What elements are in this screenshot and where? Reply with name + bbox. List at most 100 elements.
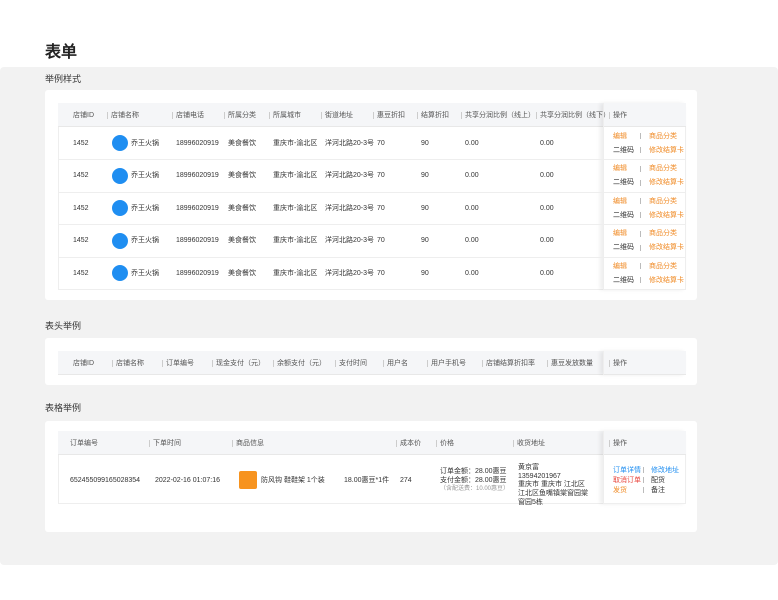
column-header: 价格 xyxy=(440,439,454,447)
cell-text: 重庆市-渝北区 xyxy=(273,172,318,179)
section-label: 表头举例 xyxy=(45,320,82,331)
action-link[interactable]: 商品分类 xyxy=(649,262,677,270)
column-header: 街道地址 xyxy=(325,111,353,119)
cell-text: 1452 xyxy=(73,237,89,244)
column-header: 惠豆折扣 xyxy=(377,111,405,119)
store-avatar xyxy=(112,135,128,151)
cell-text: 0.00 xyxy=(540,172,554,179)
action-divider xyxy=(640,212,641,218)
column-header: 用户手机号 xyxy=(431,359,466,367)
column-divider xyxy=(513,440,514,447)
column-divider xyxy=(273,360,274,367)
cell-text: 洋河北路20-3号 xyxy=(325,172,375,179)
action-link[interactable]: 取消订单 xyxy=(613,476,641,484)
column-divider xyxy=(547,360,548,367)
column-header: 店铺ID xyxy=(73,111,94,119)
store-avatar xyxy=(112,265,128,281)
action-divider xyxy=(643,477,644,483)
column-divider xyxy=(212,360,213,367)
action-link[interactable]: 二维码 xyxy=(613,146,634,154)
action-divider xyxy=(640,133,641,139)
column-header: 成本价 xyxy=(400,439,421,447)
cell-text: 重庆市-渝北区 xyxy=(273,139,318,147)
action-link[interactable]: 编辑 xyxy=(613,262,627,270)
column-divider xyxy=(427,360,428,367)
column-header: 所属城市 xyxy=(273,111,301,119)
action-link[interactable]: 商品分类 xyxy=(649,132,677,140)
column-divider xyxy=(609,360,610,367)
column-divider xyxy=(149,440,150,447)
action-link[interactable]: 修改结算卡 xyxy=(649,179,684,186)
cell-text: 洋河北路20-3号 xyxy=(325,237,375,244)
column-header: 现金支付（元） xyxy=(216,359,265,367)
store-name: 乔王火锅 xyxy=(131,172,159,179)
action-link[interactable]: 修改地址 xyxy=(651,466,679,474)
cell-text: 90 xyxy=(421,204,429,212)
section-label: 举例样式 xyxy=(45,73,82,84)
action-column xyxy=(603,431,686,504)
action-link[interactable]: 配货 xyxy=(651,476,665,484)
action-link[interactable]: 商品分类 xyxy=(649,230,677,237)
column-header: 所属分类 xyxy=(228,111,256,119)
cell-text: 18996020919 xyxy=(176,204,219,212)
action-link[interactable]: 二维码 xyxy=(613,179,634,186)
cell-text: 70 xyxy=(377,139,385,147)
column-divider xyxy=(269,112,270,119)
cell-text: 0.00 xyxy=(540,139,554,147)
action-link[interactable]: 二维码 xyxy=(613,211,634,219)
cell-text: 重庆市-渝北区 xyxy=(273,204,318,212)
action-link[interactable]: 修改结算卡 xyxy=(649,244,684,251)
cell-text: 0.00 xyxy=(540,269,554,277)
row-divider xyxy=(58,256,686,258)
action-divider xyxy=(640,263,641,269)
action-link[interactable]: 修改结算卡 xyxy=(649,146,684,154)
action-link[interactable]: 备注 xyxy=(651,486,665,494)
order-number: 652455099165028354 xyxy=(70,476,141,484)
action-link[interactable]: 修改结算卡 xyxy=(649,211,684,219)
action-link[interactable]: 修改结算卡 xyxy=(649,276,684,284)
column-divider xyxy=(609,112,610,119)
action-link[interactable]: 订单详情 xyxy=(613,466,641,474)
action-link[interactable]: 发货 xyxy=(613,486,627,494)
action-link[interactable]: 编辑 xyxy=(613,132,627,140)
column-header: 店铺ID xyxy=(73,359,94,367)
column-header: 操作 xyxy=(613,359,627,367)
column-header: 操作 xyxy=(613,439,627,447)
column-divider xyxy=(172,112,173,119)
action-link[interactable]: 编辑 xyxy=(613,165,627,172)
order-time: 2022-02-16 01:07:16 xyxy=(155,476,220,484)
column-header: 店铺结算折扣率 xyxy=(486,359,535,367)
column-header: 支付时间 xyxy=(339,359,367,367)
cell-text: 70 xyxy=(377,204,385,212)
column-divider xyxy=(162,360,163,367)
column-header: 商品信息 xyxy=(236,439,264,447)
cell-text: 0.00 xyxy=(465,139,479,147)
cell-text: 18996020919 xyxy=(176,269,219,277)
column-divider xyxy=(436,440,437,447)
column-header: 用户名 xyxy=(387,359,408,367)
address-line: 黄京富 xyxy=(518,463,539,471)
cell-text: 重庆市-渝北区 xyxy=(273,237,318,244)
action-link[interactable]: 二维码 xyxy=(613,244,634,251)
action-divider xyxy=(640,147,641,153)
cell-text: 1452 xyxy=(73,139,89,147)
cost-price: 274 xyxy=(400,476,412,484)
price-line: 支付金额：28.00惠豆 xyxy=(440,476,507,484)
action-link[interactable]: 编辑 xyxy=(613,197,627,205)
row-divider xyxy=(58,224,686,225)
price-line: 订单金额：28.00惠豆 xyxy=(440,467,507,475)
action-link[interactable]: 二维码 xyxy=(613,276,634,284)
price-line: （含配送费：10.00惠豆） xyxy=(440,485,510,492)
action-link[interactable]: 商品分类 xyxy=(649,197,677,205)
cell-text: 90 xyxy=(421,269,429,277)
action-divider xyxy=(640,244,641,251)
action-link[interactable]: 编辑 xyxy=(613,230,627,237)
cell-text: 18996020919 xyxy=(176,172,219,179)
column-divider xyxy=(224,112,225,119)
column-header: 余额支付（元） xyxy=(277,359,326,367)
column-divider xyxy=(107,112,108,119)
column-divider xyxy=(232,440,233,447)
action-link[interactable]: 商品分类 xyxy=(649,165,677,172)
column-header: 操作 xyxy=(613,111,627,119)
cell-text: 0.00 xyxy=(540,237,554,244)
